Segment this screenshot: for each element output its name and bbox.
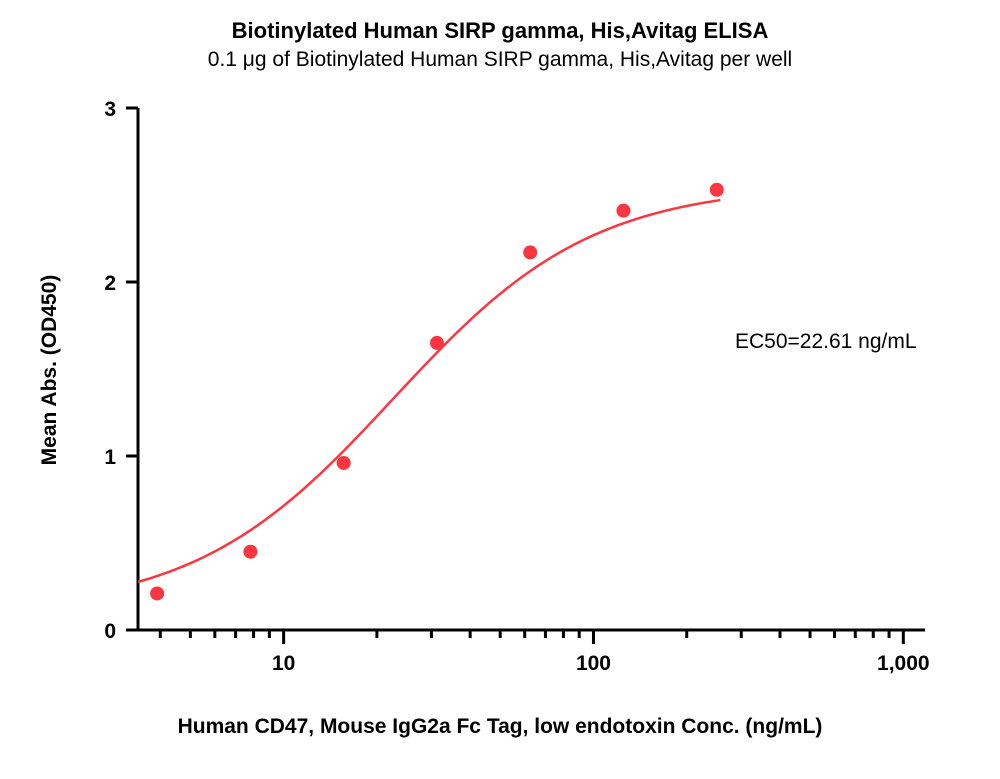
svg-text:1: 1 xyxy=(104,446,116,469)
svg-text:10: 10 xyxy=(272,652,295,675)
chart-svg: 0 1 2 3 10 100 1,000 xyxy=(0,0,1000,779)
svg-text:100: 100 xyxy=(576,652,611,675)
svg-text:2: 2 xyxy=(104,272,116,295)
svg-text:0: 0 xyxy=(104,620,116,643)
svg-text:3: 3 xyxy=(104,98,116,121)
elisa-chart: Biotinylated Human SIRP gamma, His,Avita… xyxy=(0,0,1000,779)
svg-text:1,000: 1,000 xyxy=(877,652,930,675)
